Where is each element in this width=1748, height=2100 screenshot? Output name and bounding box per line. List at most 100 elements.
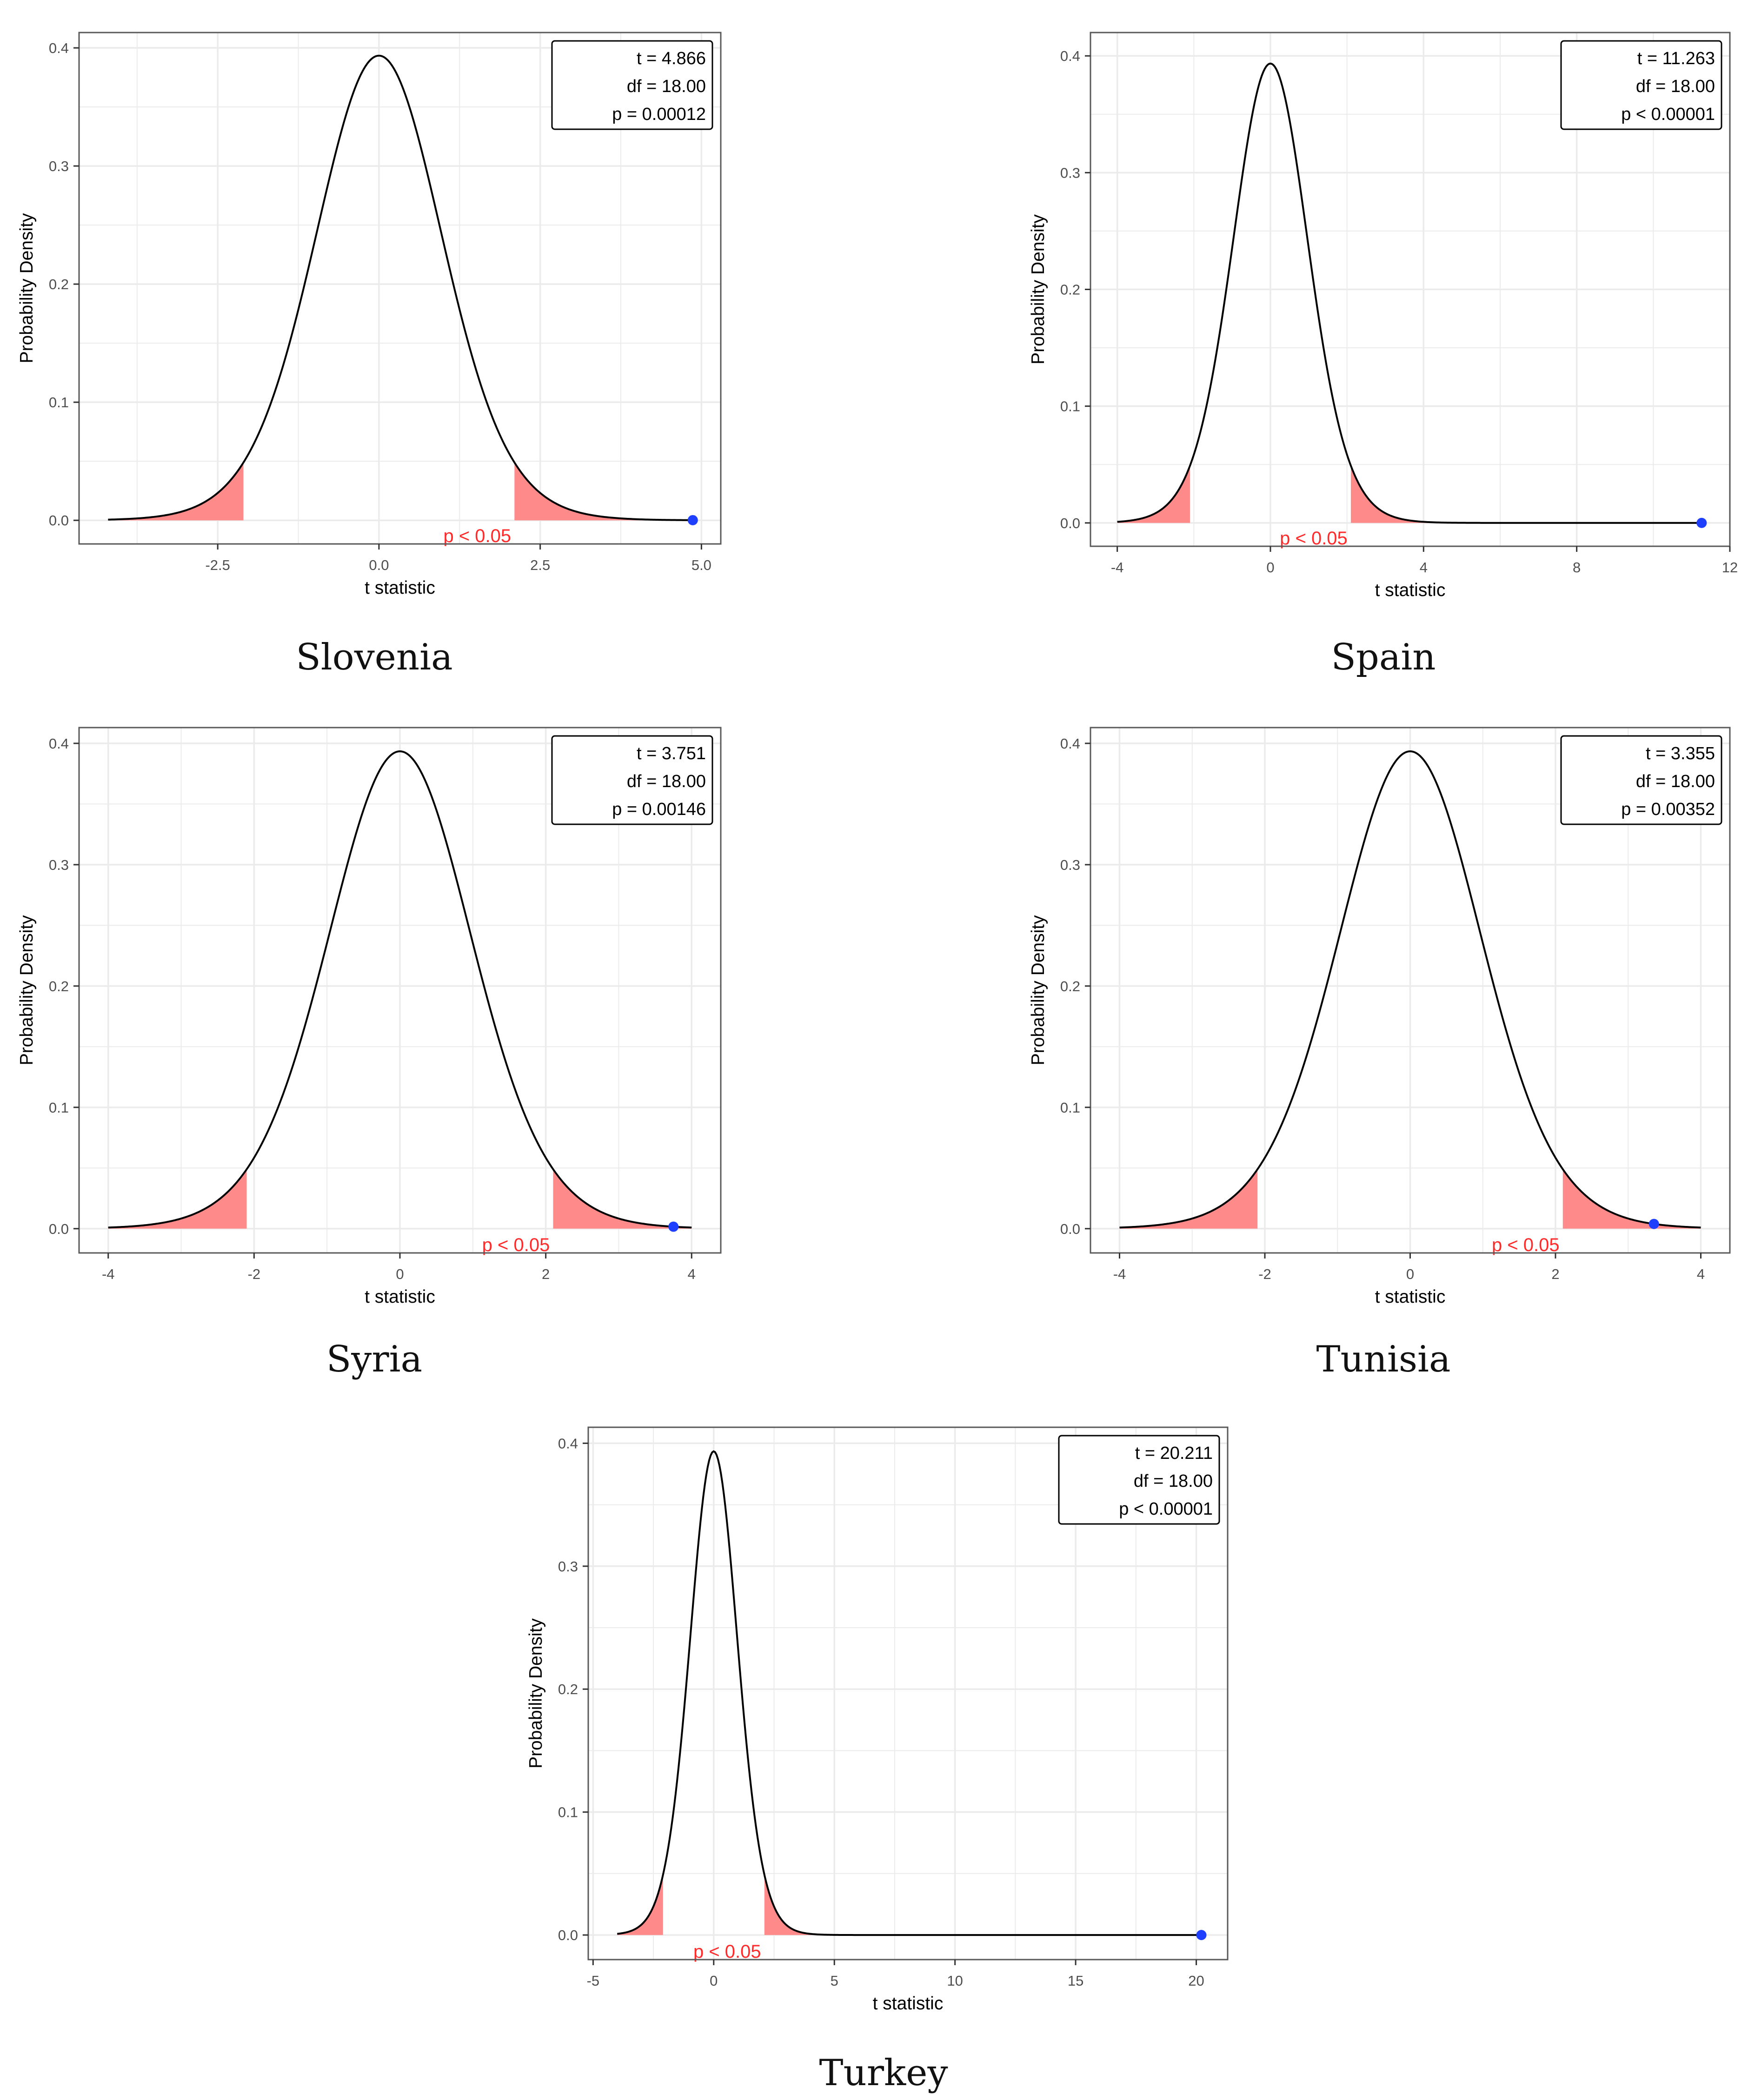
x-tick-label: 0 xyxy=(396,1266,404,1282)
x-tick-label: 2 xyxy=(542,1266,550,1282)
stats-box: t = 11.263 df = 18.00 p < 0.00001 xyxy=(1560,40,1722,130)
y-tick-label: 0.1 xyxy=(49,394,69,411)
x-tick-label: 20 xyxy=(1188,1973,1204,1989)
x-tick-label: 2 xyxy=(1551,1266,1559,1282)
density-curve xyxy=(617,1450,1202,1936)
y-tick-label: 0.4 xyxy=(49,40,69,56)
x-tick-label: 4 xyxy=(1420,559,1428,576)
chart-panel-slovenia: p < 0.05 -2.5 0.0 2.5 5.0 0.0 0.1 0.2 0.3 0.4 t st… xyxy=(17,32,722,598)
country-caption: Slovenia xyxy=(296,636,452,678)
y-axis-label: Probability Density xyxy=(526,1618,546,1769)
x-tick-label: -4 xyxy=(1113,1266,1126,1282)
y-tick-label: 0.0 xyxy=(1060,1221,1080,1237)
stats-line: t = 3.355 xyxy=(1646,744,1715,763)
country-caption: Tunisia xyxy=(1316,1338,1451,1380)
x-axis-label: t statistic xyxy=(365,578,435,598)
y-tick-label: 0.0 xyxy=(49,1221,69,1237)
stats-line: p = 0.00012 xyxy=(612,105,706,124)
density-curve xyxy=(1119,750,1701,1229)
rejection-region-left xyxy=(1119,1169,1258,1229)
y-tick-label: 0.1 xyxy=(558,1804,578,1821)
y-tick-label: 0.4 xyxy=(49,735,69,752)
country-caption: Syria xyxy=(326,1338,422,1380)
x-axis-label: t statistic xyxy=(873,1994,944,2014)
significance-label: p < 0.05 xyxy=(1280,528,1348,549)
x-tick-label: 8 xyxy=(1573,559,1581,576)
x-tick-label: -4 xyxy=(1111,559,1124,576)
x-tick-label: 5 xyxy=(831,1973,838,1989)
panel-border xyxy=(78,32,722,545)
rejection-region-left xyxy=(108,1169,247,1229)
stats-line: df = 18.00 xyxy=(1134,1471,1213,1491)
y-tick-label: 0.3 xyxy=(1060,857,1080,873)
significance-label: p < 0.05 xyxy=(1492,1235,1560,1255)
stats-box-border xyxy=(551,735,713,825)
x-axis-label: t statistic xyxy=(365,1287,435,1307)
observed-t-point xyxy=(687,515,698,525)
x-tick-label: -2 xyxy=(1258,1266,1271,1282)
x-tick-label: -2.5 xyxy=(205,557,230,573)
stats-line: p < 0.00001 xyxy=(1119,1499,1213,1519)
rejection-region-right xyxy=(1562,1169,1701,1229)
x-tick-label: -2 xyxy=(248,1266,261,1282)
y-tick-label: 0.2 xyxy=(49,978,69,994)
chart-panel-syria: p < 0.05 -4 -2 0 2 4 0.0 0.1 0.2 0.3 0.4 t statisti… xyxy=(17,727,722,1307)
rejection-region-left xyxy=(1117,465,1190,523)
y-axis-label: Probability Density xyxy=(17,213,37,363)
y-tick-label: 0.0 xyxy=(49,512,69,529)
y-tick-label: 0.3 xyxy=(558,1558,578,1575)
panel-border xyxy=(587,1426,1229,1961)
y-axis-label: Probability Density xyxy=(1028,214,1048,364)
y-tick-label: 0.3 xyxy=(1060,165,1080,181)
stats-line: p < 0.00001 xyxy=(1621,105,1715,124)
observed-t-point xyxy=(1696,517,1707,528)
y-tick-label: 0.4 xyxy=(558,1435,578,1451)
x-tick-label: 2.5 xyxy=(530,557,550,573)
stats-line: t = 11.263 xyxy=(1637,49,1715,68)
observed-t-point xyxy=(1648,1219,1659,1229)
observed-t-point xyxy=(668,1221,679,1232)
significance-label: p < 0.05 xyxy=(693,1941,761,1962)
stats-box-border xyxy=(1560,40,1722,130)
y-tick-label: 0.4 xyxy=(1060,48,1080,64)
x-tick-label: 4 xyxy=(1697,1266,1705,1282)
y-tick-label: 0.0 xyxy=(1060,515,1080,531)
y-tick-label: 0.2 xyxy=(49,276,69,292)
density-curve xyxy=(108,54,693,521)
stats-box: t = 4.866 df = 18.00 p = 0.00012 xyxy=(551,40,713,130)
x-axis-label: t statistic xyxy=(1375,1287,1446,1307)
grid xyxy=(79,33,721,544)
country-caption: Turkey xyxy=(819,2052,948,2094)
stats-line: df = 18.00 xyxy=(1636,772,1715,791)
stats-box-border xyxy=(1560,735,1722,825)
x-tick-label: 4 xyxy=(688,1266,696,1282)
stats-box: t = 20.211 df = 18.00 p < 0.00001 xyxy=(1058,1435,1220,1525)
stats-box-border xyxy=(551,40,713,130)
stats-box-border xyxy=(1058,1435,1220,1525)
x-tick-label: 0 xyxy=(1406,1266,1414,1282)
y-axis-label: Probability Density xyxy=(17,915,37,1065)
grid xyxy=(1090,728,1730,1253)
density-curve xyxy=(108,750,692,1229)
x-tick-label: 5.0 xyxy=(691,557,711,573)
x-tick-label: 10 xyxy=(947,1973,963,1989)
significance-label: p < 0.05 xyxy=(443,526,511,546)
chart-panel-turkey: p < 0.05 -5 0 5 10 15 20 0.0 0.1 0.2 0.3 0.4 t stati… xyxy=(526,1426,1229,2014)
y-tick-label: 0.2 xyxy=(558,1681,578,1697)
y-tick-label: 0.1 xyxy=(1060,398,1080,415)
chart-panel-tunisia: p < 0.05 -4 -2 0 2 4 0.0 0.1 0.2 0.3 0.4 t statisti… xyxy=(1028,727,1731,1307)
stats-line: p = 0.00146 xyxy=(612,800,706,819)
y-axis-label: Probability Density xyxy=(1028,915,1048,1065)
rejection-region-right xyxy=(1350,465,1702,523)
chart-panel-spain: p < 0.05 -4 0 4 8 12 0.0 0.1 0.2 0.3 0.4 t statisti… xyxy=(1028,32,1738,600)
y-tick-label: 0.3 xyxy=(49,857,69,873)
observed-t-point xyxy=(1196,1930,1207,1941)
rejection-region-left xyxy=(617,1875,663,1935)
x-tick-label: 15 xyxy=(1068,1973,1083,1989)
x-tick-label: 0 xyxy=(1266,559,1274,576)
stats-line: df = 18.00 xyxy=(627,77,706,96)
x-tick-label: -5 xyxy=(587,1973,600,1989)
y-tick-label: 0.1 xyxy=(1060,1100,1080,1116)
y-tick-label: 0.0 xyxy=(558,1927,578,1943)
stats-box: t = 3.751 df = 18.00 p = 0.00146 xyxy=(551,735,713,825)
